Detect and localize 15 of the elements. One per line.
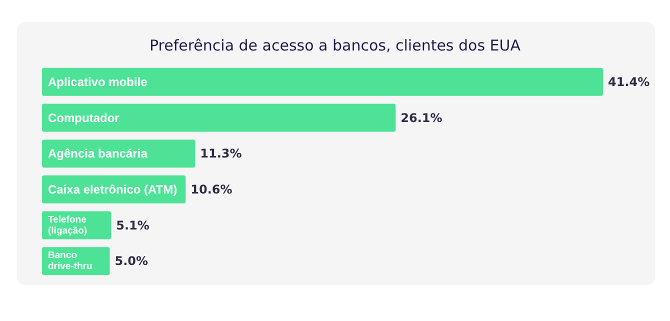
- y-tick-label: Banco drive-thru: [48, 250, 93, 272]
- y-tick-label: Aplicativo mobile: [48, 74, 148, 89]
- data-label: 5.0%: [114, 254, 148, 268]
- y-tick-label: Agência bancária: [48, 146, 148, 161]
- bar: [42, 104, 396, 132]
- data-label: 5.1%: [116, 218, 150, 232]
- bar: [42, 68, 603, 96]
- data-label: 10.6%: [190, 182, 232, 196]
- data-label: 26.1%: [400, 110, 442, 125]
- y-tick-label: Telefone (ligação): [48, 214, 88, 236]
- chart-title: Preferência de acesso a bancos, clientes dos EUA: [149, 36, 522, 54]
- data-label: 41.4%: [608, 74, 650, 89]
- data-label: 11.3%: [200, 146, 242, 161]
- y-tick-label: Caixa eletrônico (ATM): [48, 182, 178, 196]
- y-tick-label: Computador: [48, 110, 120, 125]
